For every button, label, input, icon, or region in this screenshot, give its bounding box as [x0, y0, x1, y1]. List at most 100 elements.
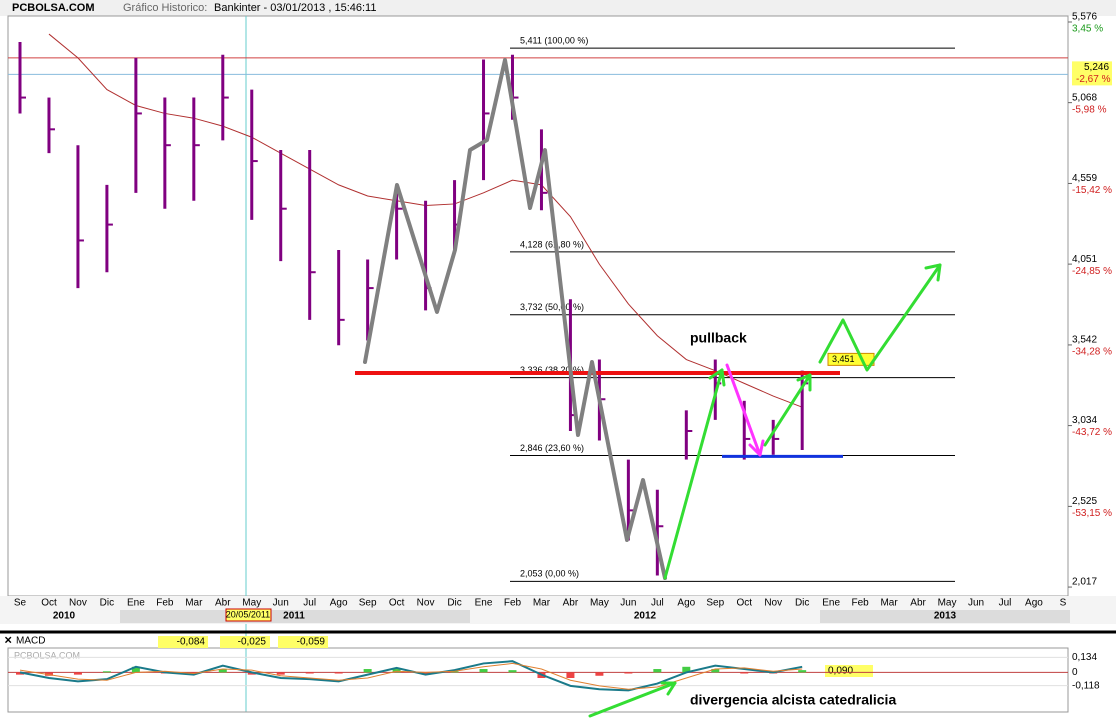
x-tick-label: Ago [1025, 598, 1043, 609]
x-tick-label: Dic [447, 598, 461, 609]
macd-hist [131, 666, 140, 673]
x-tick-label: Feb [504, 598, 522, 609]
x-tick-label: Jul [999, 598, 1012, 609]
x-tick-label: May [590, 598, 609, 609]
macd-hist [247, 672, 256, 675]
arrow [725, 363, 762, 457]
macd-hist [102, 671, 111, 673]
x-tick-label: Oct [389, 598, 405, 609]
last-label: 3,451 [832, 354, 855, 364]
macd-hist [595, 672, 604, 676]
x-tick-label: May [242, 598, 261, 609]
x-tick-label: Jul [651, 598, 664, 609]
macd-hist [334, 672, 343, 674]
fib-label: 2,053 (0,00 %) [520, 569, 579, 579]
x-tick-label: Ene [475, 598, 493, 609]
macd-header-value: -0,025 [238, 637, 267, 648]
macd-tick-label: -0,118 [1072, 680, 1100, 691]
y-tick-label: 4,051 [1072, 254, 1097, 265]
arrow [763, 373, 812, 447]
x-tick-label: Nov [69, 598, 87, 609]
y-tick-pct: 3,45 % [1072, 24, 1103, 35]
macd-box [278, 636, 328, 648]
zigzag [363, 58, 667, 580]
macd-hist [44, 672, 53, 676]
x-tick-label: Nov [417, 598, 435, 609]
macd-hist [16, 672, 24, 675]
macd-title: MACD [16, 636, 45, 647]
arrow-head [748, 439, 765, 457]
date-box [225, 608, 272, 622]
macd-hist [73, 672, 82, 675]
y-tick-label: 5,576 [1072, 12, 1097, 23]
year-label: 2011 [283, 611, 305, 622]
y-tick-pct: -24,85 % [1072, 266, 1112, 277]
macd-header-value: -0,059 [297, 637, 326, 648]
y-tick-label: 4,559 [1072, 173, 1097, 184]
macd-hist [276, 672, 285, 675]
arrow-head [796, 373, 812, 392]
y-tick-pct: -43,72 % [1072, 427, 1112, 438]
arrow-head [708, 368, 726, 387]
x-tick-label: Oct [736, 598, 752, 609]
macd-hist [740, 672, 749, 674]
macd-hist [189, 672, 198, 674]
year-band [120, 610, 470, 623]
y-tick-label: 2,525 [1072, 496, 1097, 507]
ref-label: 5,246 [1084, 62, 1109, 73]
y-tick-pct: -5,98 % [1072, 104, 1107, 115]
macd-tick-label: 0,134 [1072, 652, 1097, 663]
y-tick-pct: -53,15 % [1072, 508, 1112, 519]
macd-hist [218, 669, 227, 673]
line [19, 660, 803, 692]
macd-hist [479, 669, 488, 673]
ref-box [1072, 61, 1112, 86]
x-tick-label: Oct [41, 598, 57, 609]
macd-box [158, 636, 208, 648]
x-tick-label: Ago [330, 598, 348, 609]
x-tick-label: Ene [127, 598, 145, 609]
macd-hist [682, 666, 691, 673]
fib-label: 2,846 (23,60 %) [520, 443, 584, 453]
fib-label: 4,128 (61,80 %) [520, 239, 584, 249]
arrow [588, 681, 677, 718]
macd-hist [711, 669, 720, 673]
macd-hist [392, 669, 401, 673]
arrow [818, 263, 942, 372]
x-tick-label: Ene [822, 598, 840, 609]
x-tick-label: Jun [620, 598, 636, 609]
macd-hist [653, 669, 662, 673]
year-label: 2013 [934, 611, 957, 622]
title-bar [0, 0, 1116, 16]
arrow-head [660, 681, 677, 696]
y-tick-label: 5,068 [1072, 92, 1097, 103]
annotation: pullback [690, 330, 747, 346]
x-tick-label: S [1060, 598, 1067, 609]
watermark: PCBOLSA.COM [14, 650, 80, 660]
macd-hist [508, 670, 517, 673]
x-tick-label: Mar [880, 598, 898, 609]
y-tick-label: 3,034 [1072, 415, 1097, 426]
macd-hist [363, 669, 372, 673]
macd-x: ✕ [4, 636, 12, 647]
macd-hist [305, 672, 314, 674]
macd-header-value: -0,084 [177, 637, 206, 648]
macd-hist [450, 671, 459, 673]
x-tick-label: Mar [185, 598, 203, 609]
y-tick-pct: -15,42 % [1072, 185, 1112, 196]
x-tick-label: Abr [910, 598, 926, 609]
y-tick-label: 2,017 [1072, 577, 1097, 588]
macd-last: 0,090 [828, 666, 853, 677]
x-tick-label: Abr [563, 598, 579, 609]
macd-box [220, 636, 270, 648]
site: PCBOLSA.COM [12, 2, 95, 14]
year-label: 2010 [53, 611, 76, 622]
x-tick-label: Feb [156, 598, 174, 609]
macd-frame [7, 647, 1069, 713]
x-tick-label: Sep [706, 598, 724, 609]
x-tick-label: Dic [100, 598, 114, 609]
caption: Gráfico Historico: [123, 2, 207, 14]
